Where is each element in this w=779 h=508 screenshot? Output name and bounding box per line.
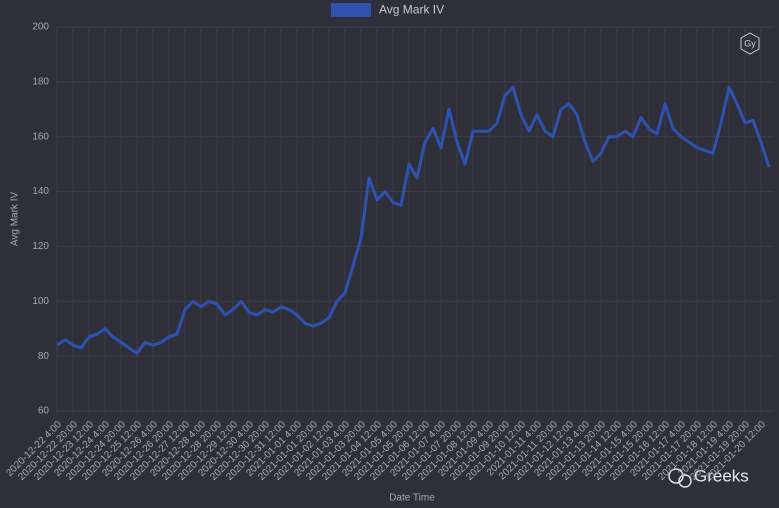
y-tick-label: 160 — [32, 131, 49, 142]
line-series — [56, 85, 771, 355]
watermark-icon — [678, 474, 692, 488]
watermark: Greeks — [694, 466, 749, 485]
x-axis-title: Date Time — [389, 493, 435, 504]
y-tick-label: 200 — [32, 22, 49, 33]
y-tick-label: 180 — [32, 76, 49, 87]
y-tick-label: 100 — [32, 296, 49, 307]
y-tick-label: 120 — [32, 241, 49, 252]
y-tick-label: 80 — [38, 351, 50, 362]
legend-label: Avg Mark IV — [379, 3, 444, 17]
y-tick-label: 140 — [32, 186, 49, 197]
logo-badge — [740, 32, 760, 55]
logo-text: Gy — [744, 38, 756, 48]
y-tick-label: 60 — [38, 406, 50, 417]
y-axis-title: Avg Mark IV — [10, 192, 21, 247]
legend-swatch — [331, 3, 371, 17]
